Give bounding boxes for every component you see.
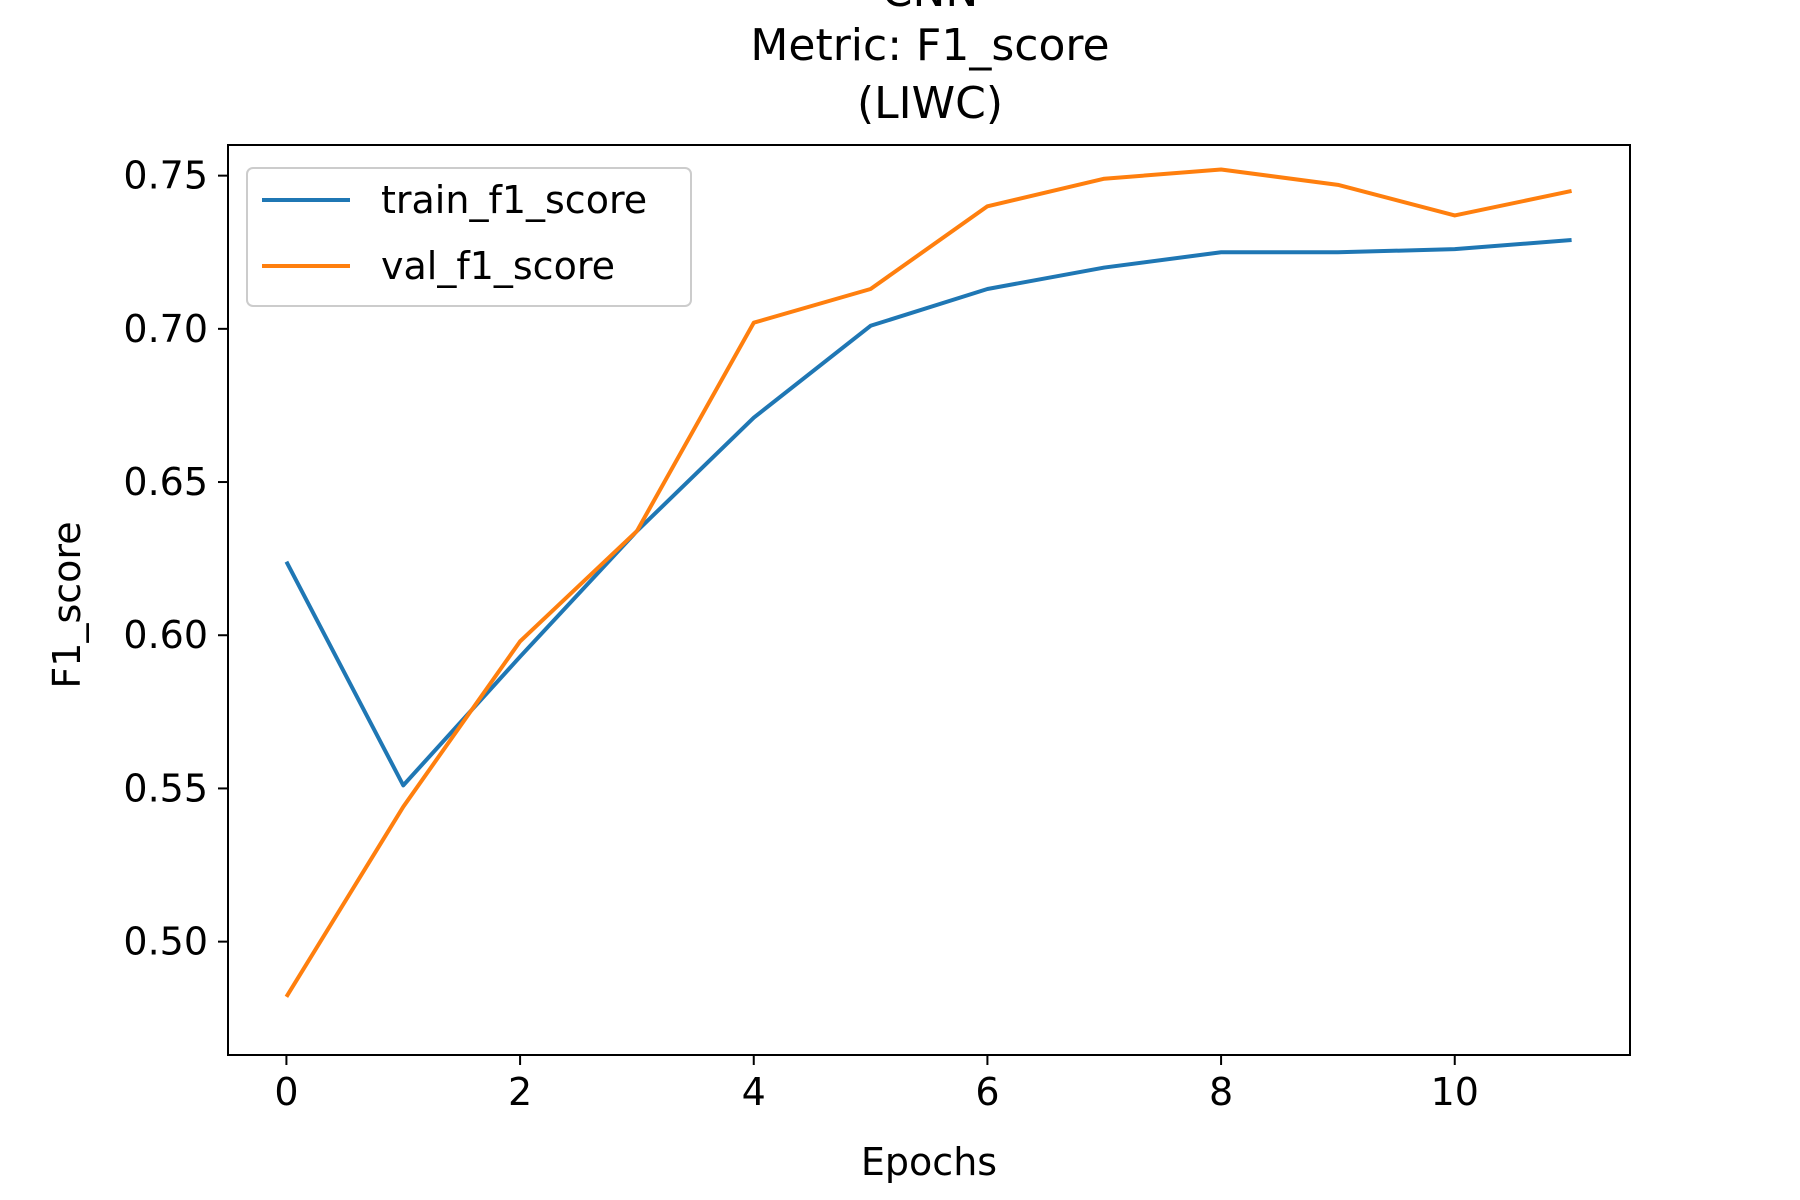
data-point <box>869 288 872 291</box>
data-point <box>519 655 522 658</box>
x-tick-label: 8 <box>1209 1070 1233 1114</box>
data-point <box>285 560 288 563</box>
plot-frame <box>227 144 1631 1056</box>
data-point <box>402 805 405 808</box>
title-line-1: CNN <box>882 0 979 17</box>
x-axis-ticks: 0 2 4 6 8 10 <box>274 1055 1479 1114</box>
data-point <box>402 784 405 787</box>
data-point <box>986 205 989 208</box>
title-line-3: (LIWC) <box>857 78 1003 129</box>
x-tick-label: 4 <box>742 1070 766 1114</box>
title-line-2: Metric: F1_score <box>750 20 1109 71</box>
data-point <box>1570 189 1573 192</box>
series-line-val <box>284 167 1572 998</box>
legend-label-train: train_f1_score <box>381 178 647 222</box>
y-tick-label: 0.60 <box>123 613 208 657</box>
legend-box <box>246 167 692 307</box>
x-tick-label: 6 <box>975 1070 999 1114</box>
data-point <box>1570 238 1573 241</box>
series-line-train <box>284 237 1572 788</box>
data-point <box>1220 168 1223 171</box>
legend-label-val: val_f1_score <box>381 244 615 288</box>
data-point <box>1336 183 1339 186</box>
x-tick-label: 0 <box>274 1070 298 1114</box>
data-point <box>285 995 288 998</box>
data-point <box>1103 177 1106 180</box>
data-point <box>1453 248 1456 251</box>
data-point <box>752 416 755 419</box>
x-axis-label: Epochs <box>861 1140 997 1184</box>
data-point <box>986 288 989 291</box>
y-axis-label: F1_score <box>45 521 89 688</box>
series-layer <box>284 167 1573 998</box>
data-point <box>1453 214 1456 217</box>
data-point <box>869 324 872 327</box>
data-point <box>1220 251 1223 254</box>
x-tick-label: 2 <box>508 1070 532 1114</box>
data-point <box>752 321 755 324</box>
y-tick-label: 0.70 <box>123 307 208 351</box>
data-point <box>1336 251 1339 254</box>
y-axis-ticks: 0.50 0.55 0.60 0.65 0.70 0.75 <box>123 154 228 964</box>
y-tick-label: 0.65 <box>123 460 208 504</box>
y-tick-label: 0.55 <box>123 766 208 810</box>
x-tick-label: 10 <box>1431 1070 1479 1114</box>
chart-title: CNN Metric: F1_score (LIWC) <box>750 0 1109 129</box>
data-point <box>519 640 522 643</box>
data-point <box>1103 266 1106 269</box>
data-point <box>635 530 638 533</box>
legend: train_f1_score val_f1_score <box>246 167 692 307</box>
y-tick-label: 0.75 <box>123 154 208 198</box>
y-tick-label: 0.50 <box>123 920 208 964</box>
